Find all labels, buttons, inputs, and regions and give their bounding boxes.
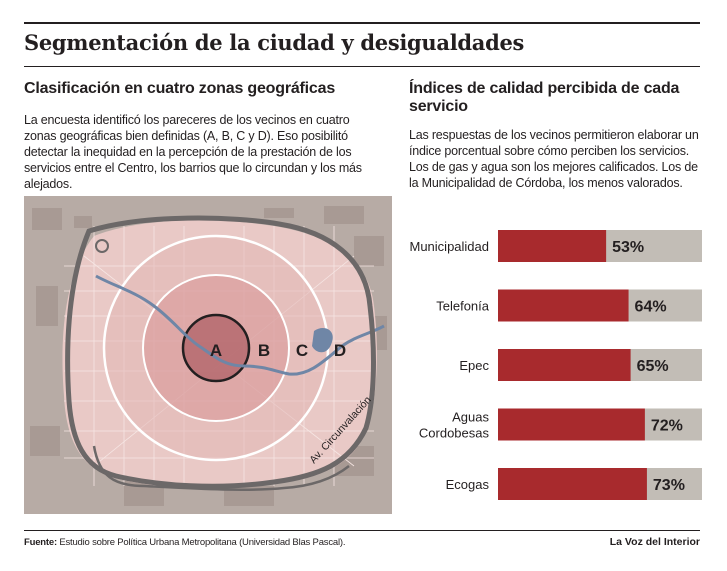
page-title: Segmentación de la ciudad y desigualdade… <box>24 30 525 55</box>
map-roundabout <box>95 239 109 253</box>
zone-label-b: B <box>258 341 270 360</box>
right-heading: Índices de calidad percibida de cada ser… <box>409 80 680 115</box>
bar <box>498 230 607 262</box>
value-label: 72% <box>651 418 683 435</box>
river <box>95 274 385 376</box>
outer-road <box>92 445 350 491</box>
value-label: 73% <box>653 477 685 494</box>
value-label: 53% <box>612 239 644 256</box>
footer-brand: La Voz del Interior <box>609 536 700 548</box>
bar <box>498 289 629 322</box>
source-text: Estudio sobre Política Urbana Metropolit… <box>56 537 346 548</box>
bar <box>498 468 647 500</box>
service-quality-chart: 53% Municipalidad 64% Telefonía 65% Epec 72% Ag… <box>410 230 702 500</box>
category-label: Telefonía <box>436 299 490 314</box>
value-label: 65% <box>637 358 669 375</box>
footer-rule <box>24 530 700 531</box>
bar <box>498 408 645 441</box>
right-description: Las respuestas de los vecinos permitiero… <box>409 128 699 190</box>
category-label: Municipalidad <box>410 239 490 254</box>
category-label: Epec <box>459 358 489 373</box>
city-map: A B C D Av. Circunvalación <box>24 196 392 514</box>
value-label: 64% <box>635 299 667 316</box>
zone-label-c: C <box>296 341 308 360</box>
title-rule <box>24 66 700 67</box>
zone-label-a: A <box>210 341 222 360</box>
lake <box>312 328 333 353</box>
footer-source: Fuente: Estudio sobre Política Urbana Me… <box>24 537 345 548</box>
left-description: La encuesta identificó los pareceres de … <box>24 113 362 191</box>
top-rule <box>24 22 700 24</box>
category-label: Aguas Cordobesas <box>419 410 490 441</box>
ring-road <box>65 215 376 489</box>
source-label: Fuente: <box>24 537 57 548</box>
zone-label-d: D <box>334 341 346 360</box>
category-label: Ecogas <box>446 477 490 492</box>
left-heading: Clasificación en cuatro zonas geográfica… <box>24 80 336 97</box>
bar <box>498 349 631 381</box>
